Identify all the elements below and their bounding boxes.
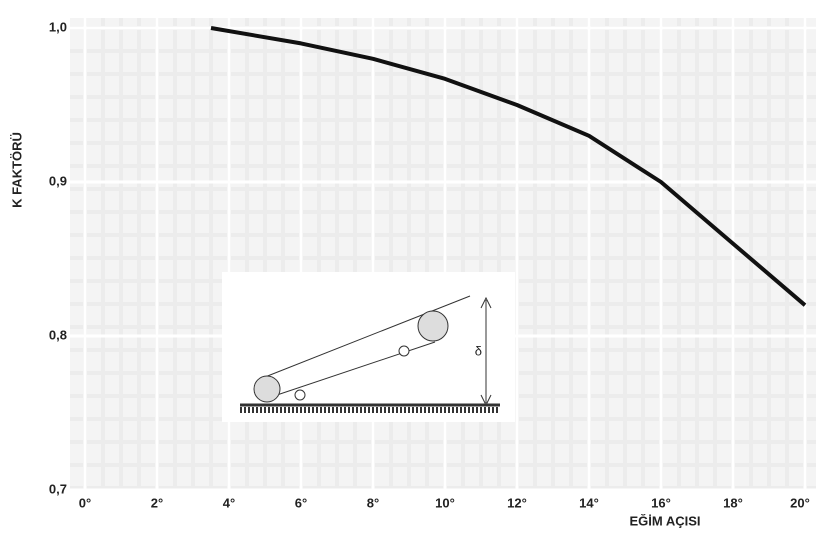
y-tick-label: 0,9 xyxy=(49,173,67,188)
x-axis-label: EĞİM AÇISI xyxy=(629,513,700,528)
y-tick-label: 0,8 xyxy=(49,327,67,342)
x-tick-label: 12° xyxy=(507,495,527,510)
y-axis-label: K FAKTÖRÜ xyxy=(9,132,24,208)
x-tick-label: 18° xyxy=(723,495,743,510)
annotation: δ xyxy=(475,343,482,358)
x-tick-label: 16° xyxy=(651,495,671,510)
inset-diagram: δ xyxy=(222,272,515,422)
x-tick-label: 0° xyxy=(79,495,91,510)
x-tick-label: 6° xyxy=(295,495,307,510)
x-tick-label: 2° xyxy=(151,495,163,510)
chart: δ EĞİM AÇISI K FAKTÖRÜ 0,7 0,8 0,9 1,0 0° 2° 4… xyxy=(0,0,816,543)
y-tick-label: 1,0 xyxy=(49,19,67,34)
x-tick-label: 14° xyxy=(579,495,599,510)
x-tick-label: 10° xyxy=(435,495,455,510)
x-tick-label: 20° xyxy=(790,495,810,510)
x-tick-label: 4° xyxy=(223,495,235,510)
y-tick-label: 0,7 xyxy=(49,481,67,496)
x-tick-label: 8° xyxy=(367,495,379,510)
